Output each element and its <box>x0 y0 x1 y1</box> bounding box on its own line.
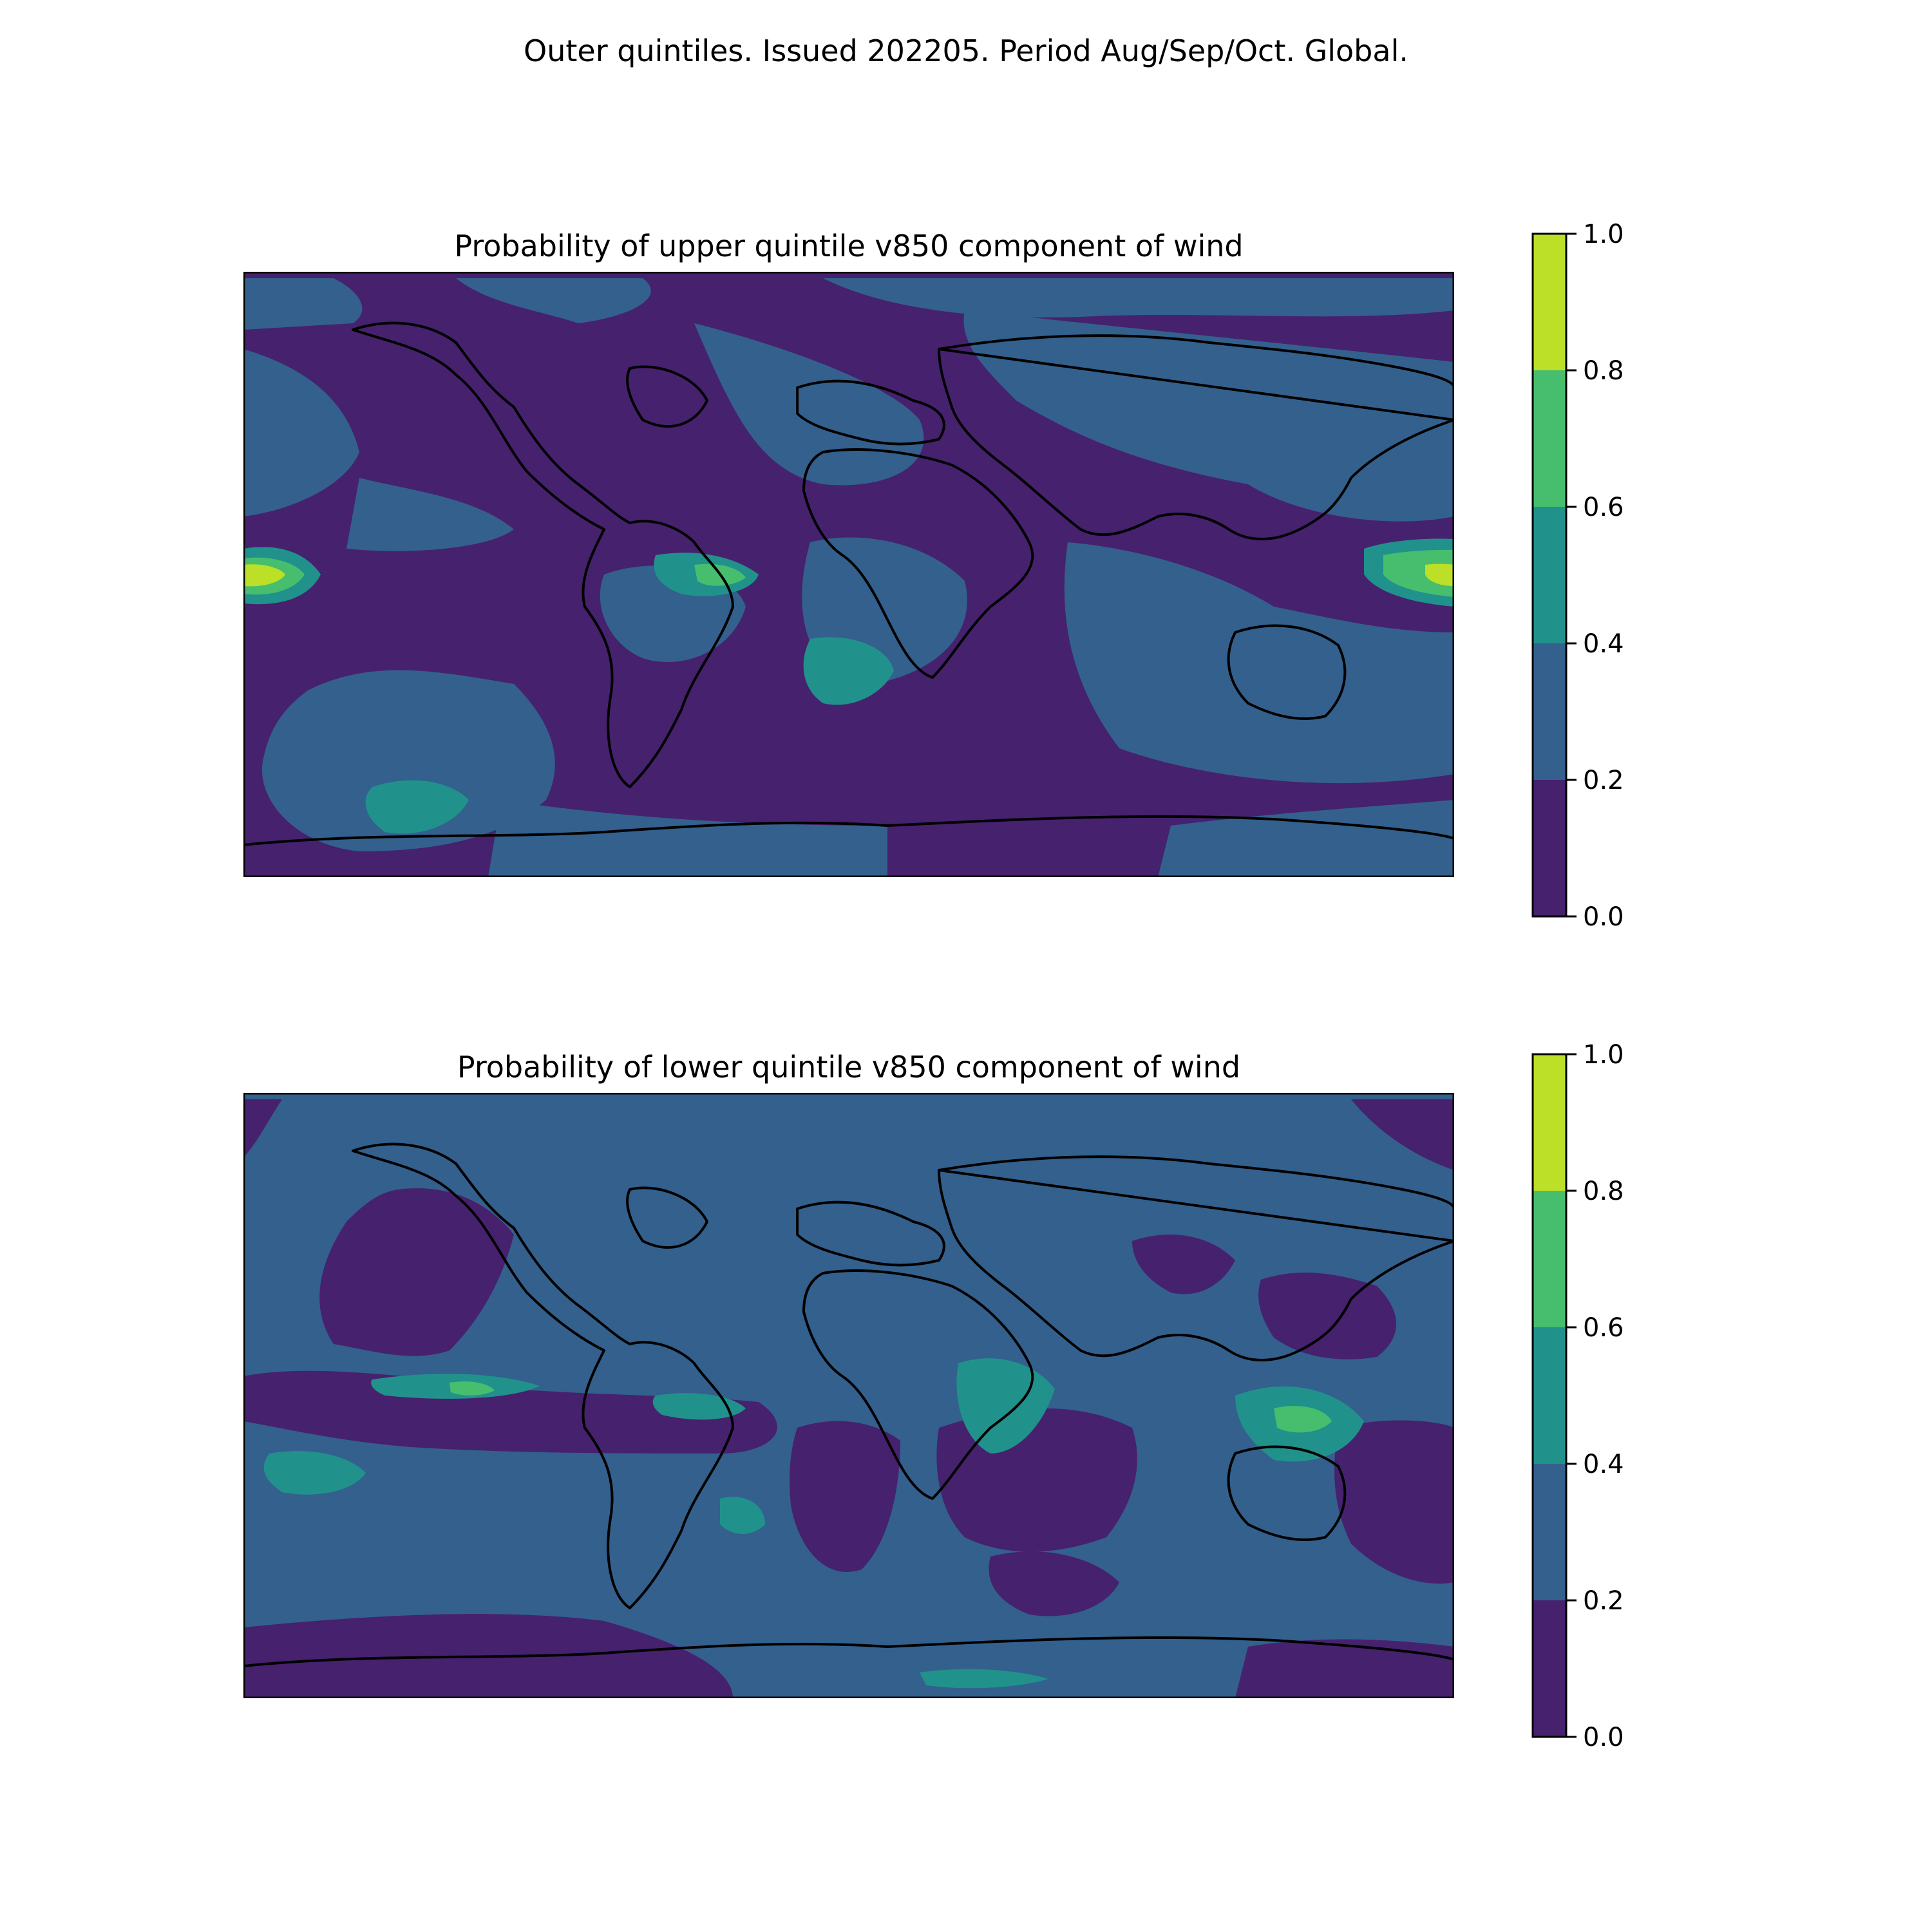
colorbar-tick-label: 1.0 <box>1583 1040 1624 1070</box>
colorbar-segment <box>1533 780 1566 916</box>
upper-panel-title: Probability of upper quintile v850 compo… <box>454 229 1244 263</box>
colorbar-frame <box>1531 232 1567 918</box>
colorbar-tick-label: 1.0 <box>1583 220 1624 249</box>
colorbar-tick-label: 0.4 <box>1583 1450 1624 1479</box>
colorbar-segment <box>1533 370 1566 507</box>
map-frame <box>243 272 1454 877</box>
coastlines <box>243 1142 1454 1667</box>
colorbar-tick-label: 0.2 <box>1583 1586 1624 1616</box>
figure-suptitle: Outer quintiles. Issued 202205. Period A… <box>524 33 1408 68</box>
colorbar-segment <box>1533 234 1566 370</box>
colorbar-tick-label: 0.4 <box>1583 629 1624 659</box>
colorbar-tick-label: 0.8 <box>1583 1177 1624 1206</box>
colorbar-segment <box>1533 1191 1566 1327</box>
contour-0.6-0.8 <box>450 1381 1332 1433</box>
colorbar-segment <box>1533 507 1566 643</box>
lower-colorbar: 0.0 0.2 0.4 0.6 0.8 1.0 <box>1531 1040 1624 1752</box>
upper-quintile-map <box>243 272 1454 877</box>
colorbar-segment <box>1533 643 1566 780</box>
lower-panel-title: Probability of lower quintile v850 compo… <box>457 1050 1241 1084</box>
colorbar-segment <box>1533 1327 1566 1464</box>
colorbar-segment <box>1533 1054 1566 1191</box>
coastlines <box>243 321 1454 846</box>
lower-quintile-map <box>243 1093 1454 1698</box>
colorbar-tick-label: 0.0 <box>1583 902 1624 932</box>
map-frame <box>243 1093 1454 1698</box>
colorbar-segment <box>1533 1464 1566 1600</box>
colorbar-frame <box>1531 1053 1567 1738</box>
colorbar-segment <box>1533 1600 1566 1737</box>
colorbar-tick-label: 0.2 <box>1583 766 1624 795</box>
colorbar-tick-label: 0.6 <box>1583 493 1624 522</box>
colorbar-tick-label: 0.6 <box>1583 1313 1624 1343</box>
contour-0.8-1.0 <box>243 564 1454 587</box>
upper-colorbar: 0.0 0.2 0.4 0.6 0.8 1.0 <box>1531 220 1624 932</box>
colorbar-tick-label: 0.0 <box>1583 1723 1624 1752</box>
colorbar-tick-label: 0.8 <box>1583 356 1624 386</box>
